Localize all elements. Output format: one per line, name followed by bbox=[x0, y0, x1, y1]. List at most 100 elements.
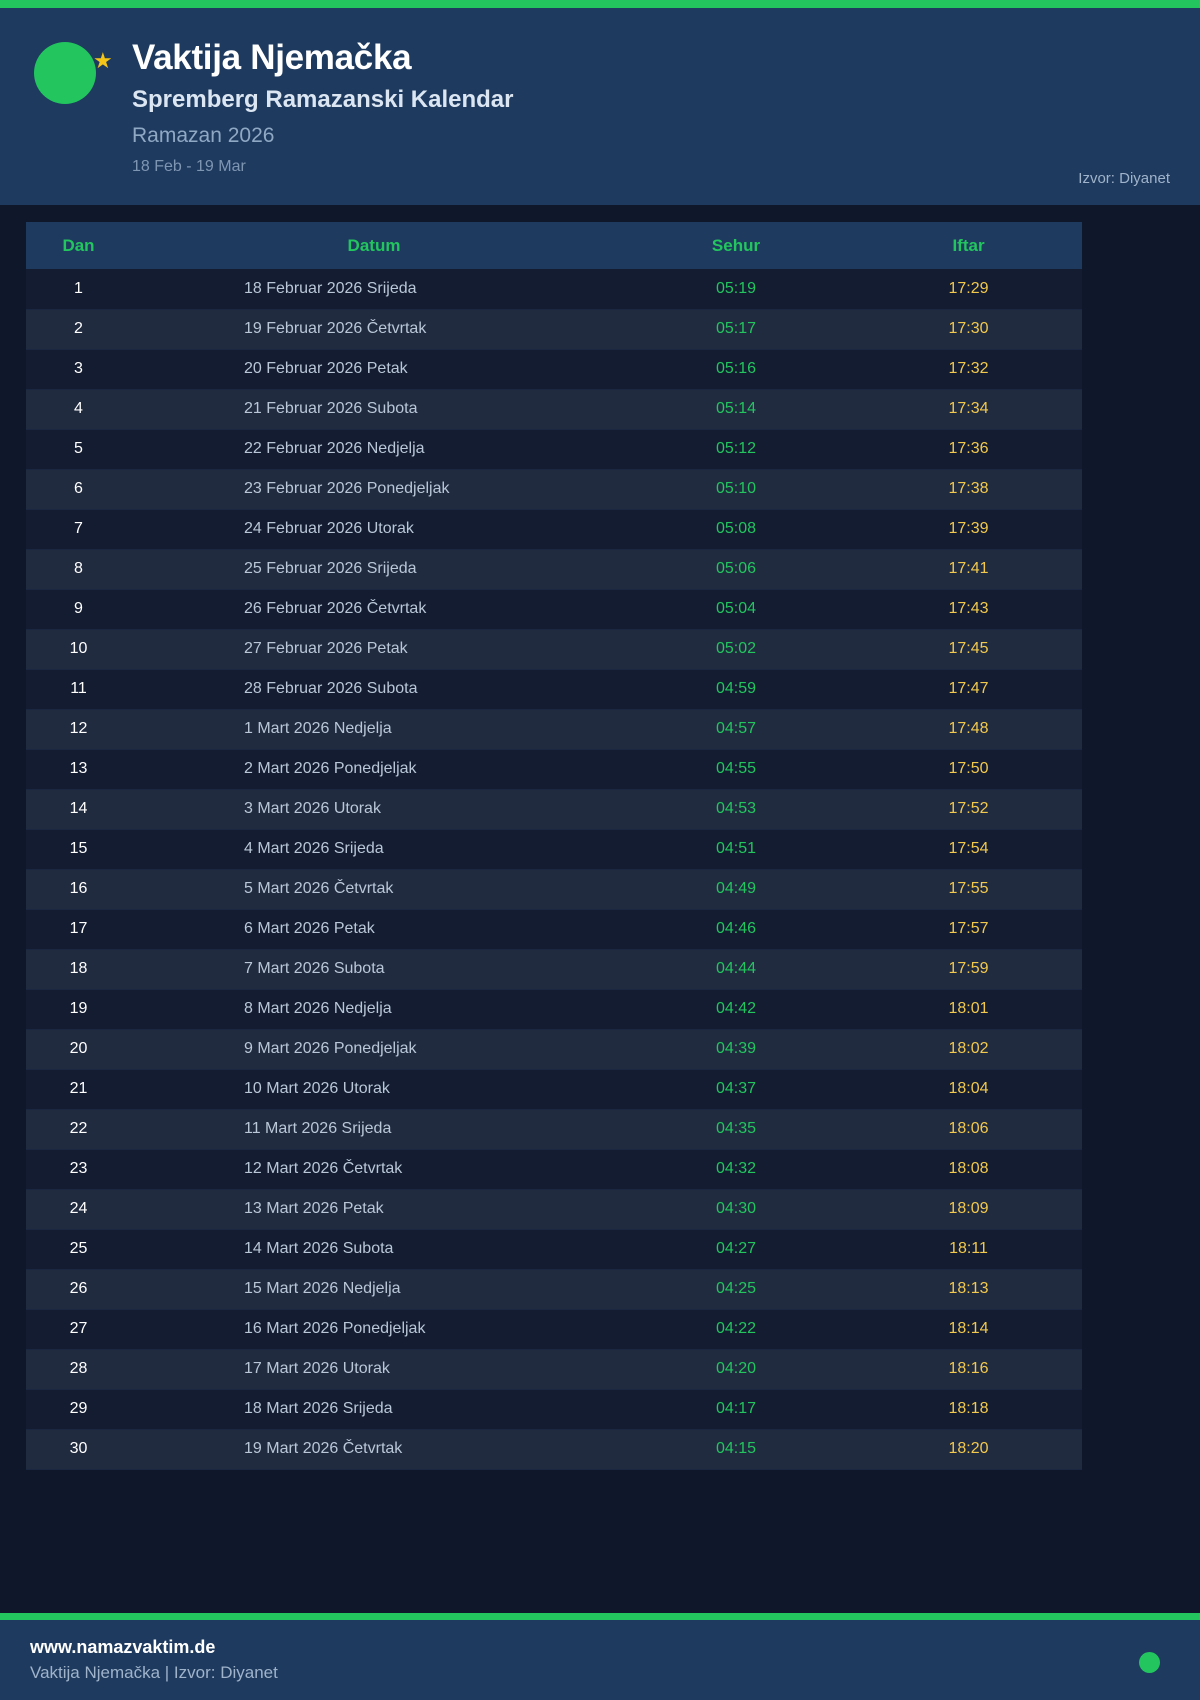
table-row[interactable]: 9 26 Februar 2026 Četvrtak 05:04 17:43 bbox=[26, 589, 1082, 630]
date-cell: 19 Februar 2026 Četvrtak bbox=[131, 309, 617, 350]
date-cell: 24 Februar 2026 Utorak bbox=[131, 509, 617, 550]
day-number-cell: 11 bbox=[26, 669, 131, 710]
iftar-time-cell: 18:20 bbox=[855, 1429, 1082, 1470]
date-cell: 27 Februar 2026 Petak bbox=[131, 629, 617, 670]
day-number-cell: 18 bbox=[26, 949, 131, 990]
iftar-time-cell: 17:32 bbox=[855, 349, 1082, 390]
day-number-cell: 15 bbox=[26, 829, 131, 870]
sehur-time-cell: 04:27 bbox=[617, 1229, 855, 1270]
day-number-cell: 13 bbox=[26, 749, 131, 790]
iftar-time-cell: 17:36 bbox=[855, 429, 1082, 470]
table-row[interactable]: 5 22 Februar 2026 Nedjelja 05:12 17:36 bbox=[26, 429, 1082, 470]
column-header-iftar[interactable]: Iftar bbox=[855, 222, 1082, 269]
date-cell: 28 Februar 2026 Subota bbox=[131, 669, 617, 710]
page-footer: www.namazvaktim.de Vaktija Njemačka | Iz… bbox=[0, 1620, 1200, 1700]
table-row[interactable]: 3 20 Februar 2026 Petak 05:16 17:32 bbox=[26, 349, 1082, 390]
iftar-time-cell: 17:41 bbox=[855, 549, 1082, 590]
column-header-datum[interactable]: Datum bbox=[131, 222, 617, 269]
table-row[interactable]: 11 28 Februar 2026 Subota 04:59 17:47 bbox=[26, 669, 1082, 710]
date-cell: 3 Mart 2026 Utorak bbox=[131, 789, 617, 830]
table-row[interactable]: 12 1 Mart 2026 Nedjelja 04:57 17:48 bbox=[26, 709, 1082, 750]
table-row[interactable]: 8 25 Februar 2026 Srijeda 05:06 17:41 bbox=[26, 549, 1082, 590]
day-number-cell: 14 bbox=[26, 789, 131, 830]
sehur-time-cell: 05:04 bbox=[617, 589, 855, 630]
iftar-time-cell: 17:52 bbox=[855, 789, 1082, 830]
sehur-time-cell: 04:35 bbox=[617, 1109, 855, 1150]
iftar-time-cell: 17:34 bbox=[855, 389, 1082, 430]
table-row[interactable]: 29 18 Mart 2026 Srijeda 04:17 18:18 bbox=[26, 1389, 1082, 1430]
table-row[interactable]: 14 3 Mart 2026 Utorak 04:53 17:52 bbox=[26, 789, 1082, 830]
sehur-time-cell: 04:44 bbox=[617, 949, 855, 990]
footer-website-url[interactable]: www.namazvaktim.de bbox=[30, 1637, 216, 1657]
iftar-time-cell: 17:55 bbox=[855, 869, 1082, 910]
date-cell: 10 Mart 2026 Utorak bbox=[131, 1069, 617, 1110]
iftar-time-cell: 17:39 bbox=[855, 509, 1082, 550]
column-header-dan[interactable]: Dan bbox=[26, 222, 131, 269]
sehur-time-cell: 04:55 bbox=[617, 749, 855, 790]
table-row[interactable]: 7 24 Februar 2026 Utorak 05:08 17:39 bbox=[26, 509, 1082, 550]
date-cell: 7 Mart 2026 Subota bbox=[131, 949, 617, 990]
sehur-time-cell: 05:12 bbox=[617, 429, 855, 470]
table-row[interactable]: 21 10 Mart 2026 Utorak 04:37 18:04 bbox=[26, 1069, 1082, 1110]
sehur-time-cell: 04:51 bbox=[617, 829, 855, 870]
iftar-time-cell: 17:29 bbox=[855, 269, 1082, 310]
iftar-time-cell: 17:54 bbox=[855, 829, 1082, 870]
day-number-cell: 27 bbox=[26, 1309, 131, 1350]
calendar-body: Dan Datum Sehur Iftar 1 18 Februar 2026 S… bbox=[0, 205, 1200, 1613]
table-row[interactable]: 1 18 Februar 2026 Srijeda 05:19 17:29 bbox=[26, 269, 1082, 310]
iftar-time-cell: 18:04 bbox=[855, 1069, 1082, 1110]
day-number-cell: 30 bbox=[26, 1429, 131, 1470]
table-row[interactable]: 24 13 Mart 2026 Petak 04:30 18:09 bbox=[26, 1189, 1082, 1230]
table-row[interactable]: 4 21 Februar 2026 Subota 05:14 17:34 bbox=[26, 389, 1082, 430]
sehur-time-cell: 04:46 bbox=[617, 909, 855, 950]
table-row[interactable]: 26 15 Mart 2026 Nedjelja 04:25 18:13 bbox=[26, 1269, 1082, 1310]
iftar-time-cell: 18:18 bbox=[855, 1389, 1082, 1430]
month-label: Ramazan 2026 bbox=[132, 123, 275, 147]
table-row[interactable]: 2 19 Februar 2026 Četvrtak 05:17 17:30 bbox=[26, 309, 1082, 350]
table-row[interactable]: 25 14 Mart 2026 Subota 04:27 18:11 bbox=[26, 1229, 1082, 1270]
iftar-time-cell: 18:08 bbox=[855, 1149, 1082, 1190]
top-accent-bar bbox=[0, 0, 1200, 8]
table-header-row: Dan Datum Sehur Iftar bbox=[26, 222, 1082, 269]
date-range-label: 18 Feb - 19 Mar bbox=[132, 158, 246, 176]
day-number-cell: 7 bbox=[26, 509, 131, 550]
iftar-time-cell: 17:45 bbox=[855, 629, 1082, 670]
date-cell: 1 Mart 2026 Nedjelja bbox=[131, 709, 617, 750]
date-cell: 25 Februar 2026 Srijeda bbox=[131, 549, 617, 590]
table-row[interactable]: 15 4 Mart 2026 Srijeda 04:51 17:54 bbox=[26, 829, 1082, 870]
table-row[interactable]: 13 2 Mart 2026 Ponedjeljak 04:55 17:50 bbox=[26, 749, 1082, 790]
header-titles: Vaktija Njemačka Spremberg Ramazanski Ka… bbox=[132, 26, 513, 179]
footer-accent-bar bbox=[0, 1613, 1200, 1620]
column-header-sehur[interactable]: Sehur bbox=[617, 222, 855, 269]
table-row[interactable]: 28 17 Mart 2026 Utorak 04:20 18:16 bbox=[26, 1349, 1082, 1390]
table-row[interactable]: 18 7 Mart 2026 Subota 04:44 17:59 bbox=[26, 949, 1082, 990]
date-cell: 5 Mart 2026 Četvrtak bbox=[131, 869, 617, 910]
sehur-time-cell: 05:14 bbox=[617, 389, 855, 430]
table-row[interactable]: 17 6 Mart 2026 Petak 04:46 17:57 bbox=[26, 909, 1082, 950]
day-number-cell: 9 bbox=[26, 589, 131, 630]
day-number-cell: 2 bbox=[26, 309, 131, 350]
table-row[interactable]: 23 12 Mart 2026 Četvrtak 04:32 18:08 bbox=[26, 1149, 1082, 1190]
header-source-label: Izvor: Diyanet bbox=[1078, 170, 1170, 187]
iftar-time-cell: 18:02 bbox=[855, 1029, 1082, 1070]
sehur-time-cell: 05:16 bbox=[617, 349, 855, 390]
iftar-time-cell: 18:09 bbox=[855, 1189, 1082, 1230]
table-row[interactable]: 6 23 Februar 2026 Ponedjeljak 05:10 17:38 bbox=[26, 469, 1082, 510]
date-cell: 8 Mart 2026 Nedjelja bbox=[131, 989, 617, 1030]
table-row[interactable]: 20 9 Mart 2026 Ponedjeljak 04:39 18:02 bbox=[26, 1029, 1082, 1070]
day-number-cell: 20 bbox=[26, 1029, 131, 1070]
table-row[interactable]: 30 19 Mart 2026 Četvrtak 04:15 18:20 bbox=[26, 1429, 1082, 1470]
sehur-time-cell: 05:17 bbox=[617, 309, 855, 350]
iftar-time-cell: 18:14 bbox=[855, 1309, 1082, 1350]
table-row[interactable]: 19 8 Mart 2026 Nedjelja 04:42 18:01 bbox=[26, 989, 1082, 1030]
date-cell: 23 Februar 2026 Ponedjeljak bbox=[131, 469, 617, 510]
table-row[interactable]: 27 16 Mart 2026 Ponedjeljak 04:22 18:14 bbox=[26, 1309, 1082, 1350]
sehur-time-cell: 04:42 bbox=[617, 989, 855, 1030]
iftar-time-cell: 17:30 bbox=[855, 309, 1082, 350]
table-row[interactable]: 22 11 Mart 2026 Srijeda 04:35 18:06 bbox=[26, 1109, 1082, 1150]
table-row[interactable]: 16 5 Mart 2026 Četvrtak 04:49 17:55 bbox=[26, 869, 1082, 910]
table-row[interactable]: 10 27 Februar 2026 Petak 05:02 17:45 bbox=[26, 629, 1082, 670]
sehur-time-cell: 05:10 bbox=[617, 469, 855, 510]
date-cell: 18 Mart 2026 Srijeda bbox=[131, 1389, 617, 1430]
